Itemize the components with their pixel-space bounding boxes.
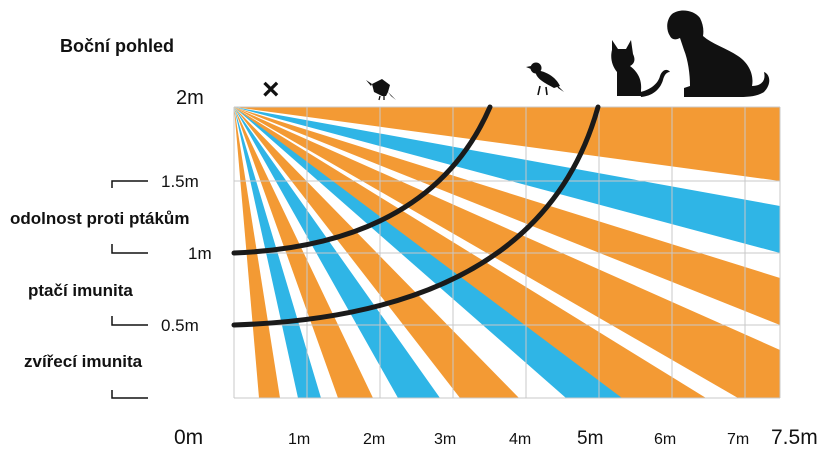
zone-label-animal-immunity: zvířecí imunita <box>24 352 143 371</box>
distance-label: 6m <box>654 431 676 448</box>
height-label-2m: 2m <box>176 87 204 109</box>
zone-label-bird-resistance: odolnost proti ptákům <box>10 209 189 228</box>
zone-label-bird-immunity: ptačí imunita <box>28 281 133 300</box>
height-label-0-5m: 0.5m <box>161 316 199 335</box>
cross-icon: × <box>262 73 280 106</box>
height-label-1-5m: 1.5m <box>161 172 199 191</box>
dog-icon <box>667 10 770 97</box>
detection-beam <box>234 107 780 253</box>
arc-bird-immunity <box>231 104 493 256</box>
arc-animal-immunity <box>231 104 601 328</box>
bracket-tick-1 <box>111 244 148 254</box>
cat-icon <box>611 40 670 97</box>
bird-icon <box>526 62 564 96</box>
distance-label: 7.5m <box>771 426 818 449</box>
detection-beam <box>234 107 780 325</box>
distance-label: 4m <box>509 431 531 448</box>
bracket-tick-0 <box>111 390 148 399</box>
small-bird-icon <box>366 79 396 101</box>
diagram-title: Boční pohled <box>60 36 174 56</box>
distance-label: 2m <box>363 431 385 448</box>
distance-label: 0m <box>174 426 203 449</box>
distance-label: 7m <box>727 431 749 448</box>
height-label-1m: 1m <box>188 244 212 263</box>
detection-beam <box>234 107 780 181</box>
distance-label: 5m <box>577 428 603 449</box>
distance-label: 3m <box>434 431 456 448</box>
immunity-arcs <box>231 104 601 328</box>
distance-grid <box>233 106 781 399</box>
bracket-tick-15 <box>111 180 148 188</box>
height-bracket-ticks <box>111 180 148 399</box>
bracket-tick-05 <box>111 316 148 326</box>
distance-labels: 0m 1m 2m 3m 4m 5m 6m 7m 7.5m <box>174 426 818 449</box>
distance-label: 1m <box>288 431 310 448</box>
